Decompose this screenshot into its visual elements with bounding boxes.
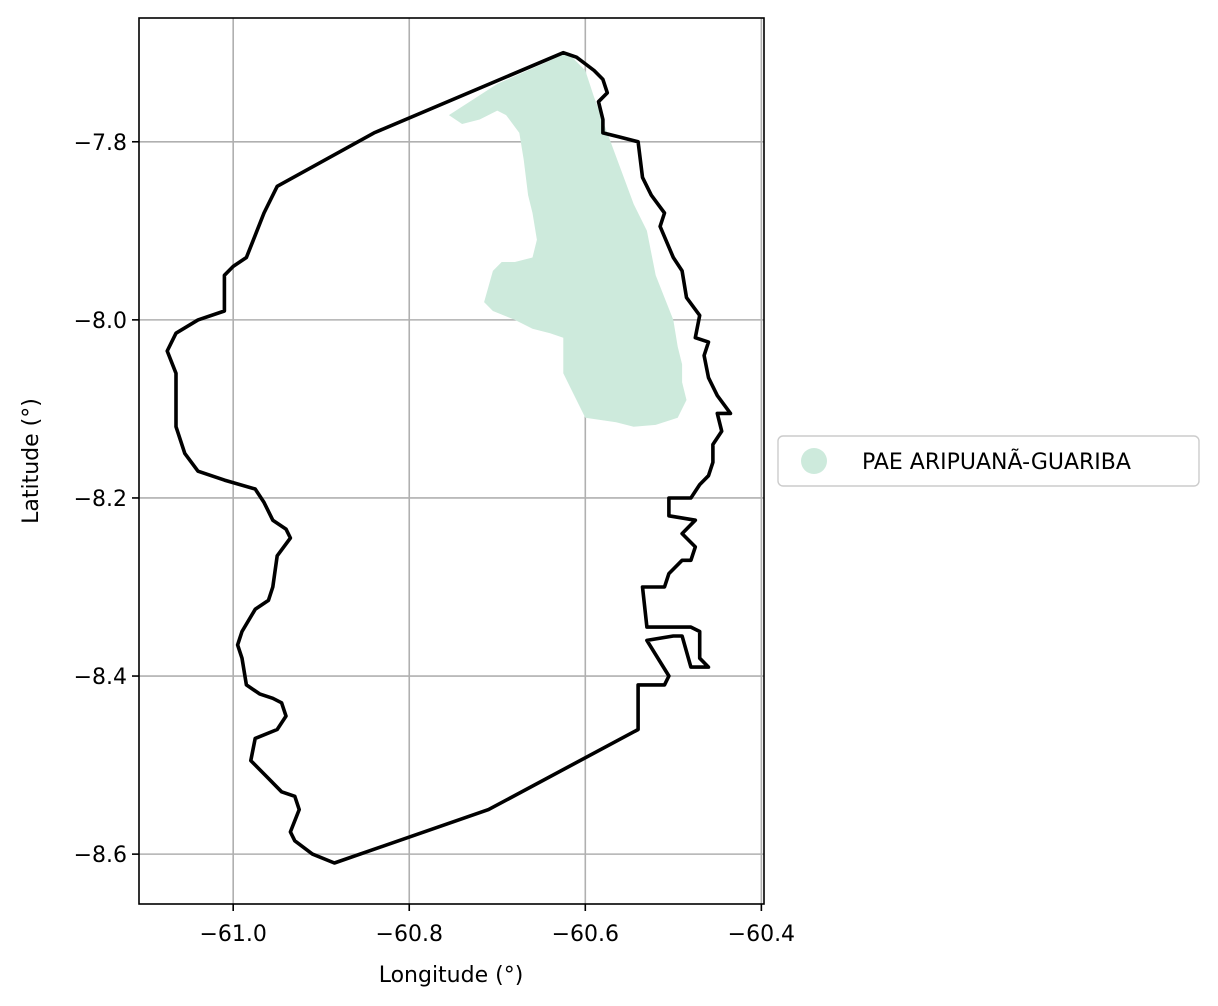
legend-label: PAE ARIPUANÃ-GUARIBA [862, 448, 1131, 475]
y-axis-ticks: −7.8 −8.0 −8.2 −8.4 −8.6 [74, 131, 139, 868]
x-axis-label: Longitude (°) [379, 963, 524, 988]
axes-frame [138, 17, 765, 905]
area-layer [448, 52, 687, 427]
y-tick-label: −7.8 [74, 131, 127, 156]
y-axis-label: Latitude (°) [19, 398, 44, 524]
outline-layer [165, 50, 733, 865]
x-tick-label: −60.6 [552, 922, 619, 947]
x-axis-ticks: −61.0 −60.8 −60.6 −60.4 [199, 904, 795, 947]
y-tick-label: −8.6 [74, 843, 127, 868]
x-tick-label: −61.0 [199, 922, 266, 947]
x-tick-label: −60.8 [376, 922, 443, 947]
aripuana-guariba-area [448, 52, 687, 427]
legend-swatch [801, 448, 827, 474]
legend-box [777, 435, 1200, 487]
y-tick-label: −8.2 [74, 487, 127, 512]
legend: PAE ARIPUANÃ-GUARIBA [777, 435, 1200, 487]
x-tick-label: −60.4 [728, 922, 795, 947]
y-tick-label: −8.4 [74, 665, 127, 690]
y-tick-label: −8.0 [74, 309, 127, 334]
boundary-outline [165, 50, 733, 865]
